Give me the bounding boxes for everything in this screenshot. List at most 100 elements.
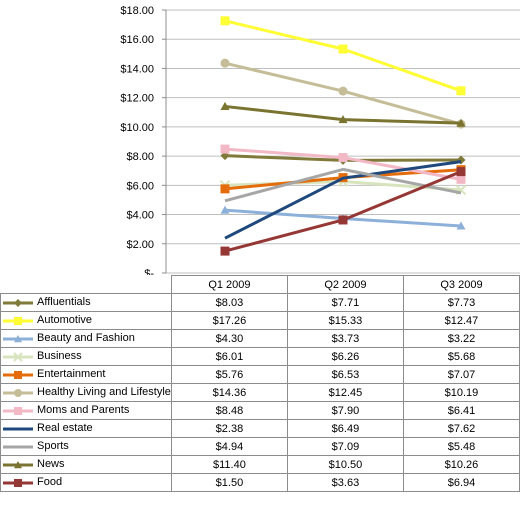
y-tick-label: $4.00	[126, 210, 154, 222]
y-tick-label: $18.00	[120, 5, 154, 17]
y-tick-label: $-	[144, 268, 154, 275]
data-value-cell: $5.48	[402, 437, 520, 456]
table-corner	[0, 275, 172, 294]
series-name: Healthy Living and Lifestyle	[37, 386, 171, 399]
data-point-marker	[338, 215, 348, 225]
table-header-row: Q1 2009 Q2 2009 Q3 2009	[0, 275, 520, 294]
legend-key	[3, 406, 33, 415]
category-label: Q2 2009	[286, 275, 404, 294]
data-value-cell: $5.68	[402, 347, 520, 366]
data-value-cell: $7.73	[402, 293, 520, 312]
legend-key	[3, 316, 33, 325]
data-value-cell: $17.26	[170, 311, 288, 330]
legend-key	[3, 445, 33, 449]
data-value-cell: $7.90	[286, 401, 404, 420]
series-legend-cell: Food	[0, 473, 172, 492]
data-value-cell: $8.48	[170, 401, 288, 420]
series-legend-cell: News	[0, 455, 172, 474]
table-row: Real estate $2.38 $6.49 $7.62	[0, 419, 520, 438]
data-value-cell: $6.53	[286, 365, 404, 384]
legend-key	[3, 427, 33, 431]
series-legend-cell: Business	[0, 347, 172, 366]
data-value-cell: $3.73	[286, 329, 404, 348]
series-legend-cell: Beauty and Fashion	[0, 329, 172, 348]
series-legend-cell: Moms and Parents	[0, 401, 172, 420]
legend-key	[3, 298, 33, 307]
data-point-marker	[220, 144, 230, 154]
series-legend-cell: Affluentials	[0, 293, 172, 312]
series-name: Food	[37, 476, 63, 489]
y-tick-label: $14.00	[120, 63, 154, 75]
series-legend-cell: Real estate	[0, 419, 172, 438]
data-value-cell: $7.07	[402, 365, 520, 384]
data-value-cell: $5.76	[170, 365, 288, 384]
table-row: Automotive $17.26 $15.33 $12.47	[0, 311, 520, 330]
series-7	[224, 160, 462, 240]
data-point-marker	[456, 174, 466, 184]
table-row: Food $1.50 $3.63 $6.94	[0, 473, 520, 492]
data-point-marker	[14, 388, 22, 397]
series-name: Affluentials	[37, 296, 91, 309]
data-point-marker	[14, 316, 22, 325]
data-value-cell: $6.94	[402, 473, 520, 492]
table-row: Healthy Living and Lifestyle $14.36 $12.45…	[0, 383, 520, 402]
data-table: Q1 2009 Q2 2009 Q3 2009 Affluentials $8.03 $7…	[0, 275, 520, 492]
data-value-cell: $7.09	[286, 437, 404, 456]
y-tick-label: $6.00	[126, 180, 154, 192]
data-value-cell: $14.36	[170, 383, 288, 402]
series-legend-cell: Sports	[0, 437, 172, 456]
legend-key	[3, 370, 33, 379]
legend-key	[3, 388, 33, 397]
y-tick-label: $12.00	[120, 93, 154, 105]
series-line	[224, 160, 462, 240]
data-value-cell: $10.19	[402, 383, 520, 402]
category-label: Q1 2009	[170, 275, 288, 294]
series-9	[220, 101, 466, 127]
series-8	[224, 167, 462, 203]
y-tick-label: $10.00	[120, 122, 154, 134]
series-name: Sports	[37, 440, 69, 453]
data-point-marker	[13, 351, 23, 362]
data-value-cell: $12.47	[402, 311, 520, 330]
series-10	[220, 167, 466, 256]
data-point-marker	[220, 246, 230, 256]
data-point-marker	[14, 334, 22, 342]
data-value-cell: $11.40	[170, 455, 288, 474]
data-value-cell: $6.49	[286, 419, 404, 438]
data-value-cell: $6.01	[170, 347, 288, 366]
series-legend-cell: Entertainment	[0, 365, 172, 384]
table-row: Beauty and Fashion $4.30 $3.73 $3.22	[0, 329, 520, 348]
series-name: Moms and Parents	[37, 404, 130, 417]
data-value-cell: $10.50	[286, 455, 404, 474]
table-row: Business $6.01 $6.26 $5.68	[0, 347, 520, 366]
data-point-marker	[14, 478, 22, 487]
data-point-marker	[220, 16, 230, 26]
table-row: Moms and Parents $8.48 $7.90 $6.41	[0, 401, 520, 420]
table-row: Entertainment $5.76 $6.53 $7.07	[0, 365, 520, 384]
y-tick-label: $8.00	[126, 151, 154, 163]
data-value-cell: $8.03	[170, 293, 288, 312]
data-point-marker	[14, 298, 22, 307]
series-6	[220, 144, 466, 184]
table-row: Sports $4.94 $7.09 $5.48	[0, 437, 520, 456]
series-name: Entertainment	[37, 368, 106, 381]
data-value-cell: $3.63	[286, 473, 404, 492]
data-point-marker	[456, 86, 466, 96]
legend-key	[3, 478, 33, 487]
category-label: Q3 2009	[402, 275, 520, 294]
series-name: News	[37, 458, 65, 471]
legend-key	[3, 351, 33, 362]
data-value-cell: $3.22	[402, 329, 520, 348]
data-point-marker	[220, 58, 230, 68]
data-point-marker	[14, 370, 22, 379]
legend-key	[3, 460, 33, 468]
data-value-cell: $7.62	[402, 419, 520, 438]
series-name: Business	[37, 350, 82, 363]
data-point-marker	[14, 460, 22, 468]
series-name: Beauty and Fashion	[37, 332, 135, 345]
table-row: News $11.40 $10.50 $10.26	[0, 455, 520, 474]
series-line	[224, 167, 462, 203]
data-point-marker	[338, 44, 348, 54]
series-1	[220, 16, 466, 96]
series-name: Automotive	[37, 314, 93, 327]
